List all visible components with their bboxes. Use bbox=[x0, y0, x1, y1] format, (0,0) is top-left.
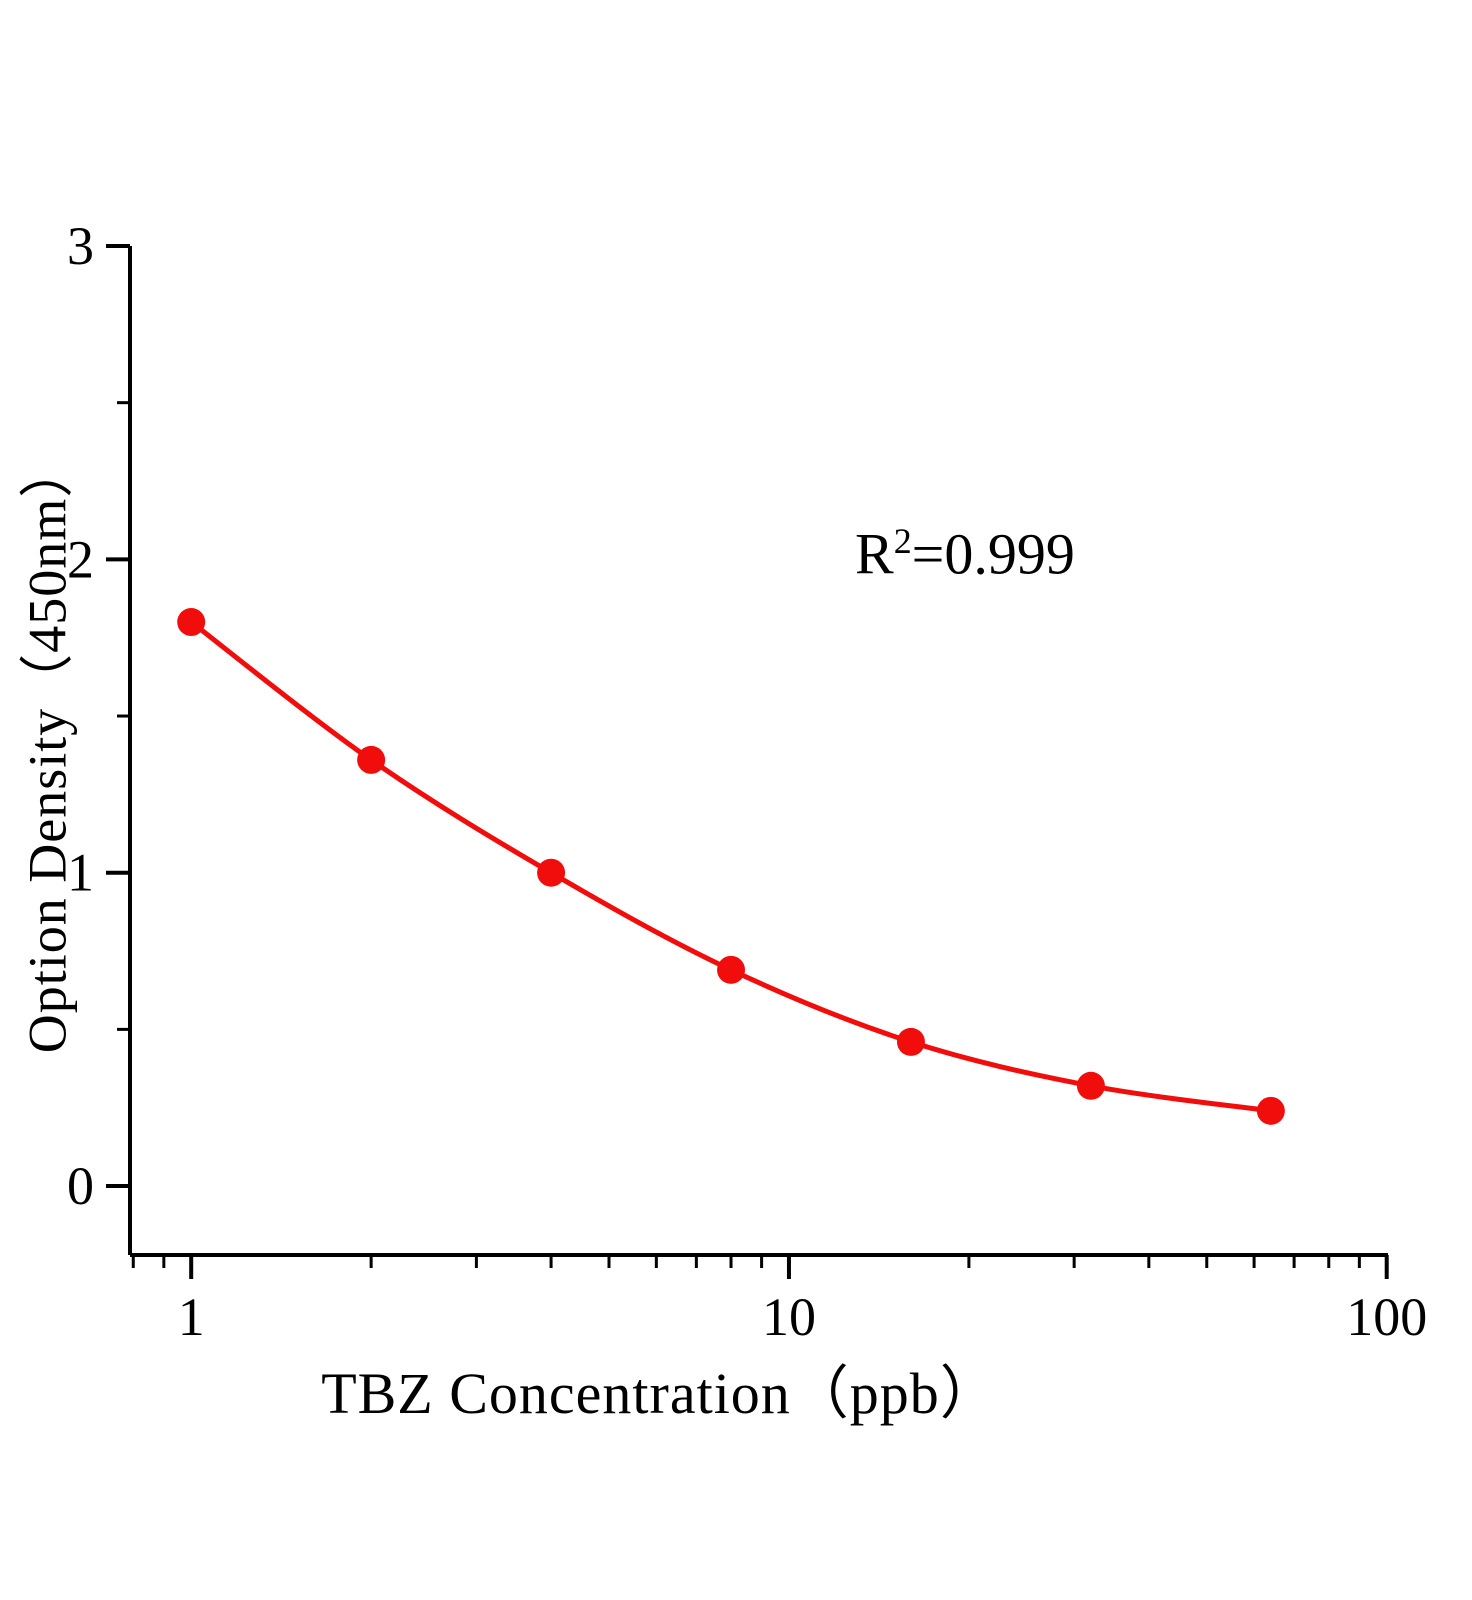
y-tick-label: 3 bbox=[67, 216, 94, 276]
y-tick-label: 0 bbox=[67, 1156, 94, 1216]
data-point bbox=[177, 608, 206, 637]
data-point bbox=[537, 858, 566, 887]
x-tick-label: 100 bbox=[1346, 1287, 1427, 1347]
fit-curve bbox=[188, 619, 1274, 1114]
data-point bbox=[717, 955, 746, 984]
annotation-value: =0.999 bbox=[911, 521, 1075, 587]
r-squared-annotation: R2=0.999 bbox=[855, 520, 1075, 587]
data-point bbox=[896, 1027, 925, 1056]
y-tick-label: 1 bbox=[67, 843, 94, 903]
annotation-base: R bbox=[855, 521, 894, 587]
y-axis-title: Option Density（450nm） bbox=[17, 442, 78, 1054]
x-axis-title: TBZ Concentration（ppb） bbox=[321, 1361, 999, 1426]
data-point bbox=[1076, 1071, 1105, 1100]
x-tick-label: 1 bbox=[178, 1287, 205, 1347]
y-tick-label: 2 bbox=[67, 529, 94, 589]
x-tick-label: 10 bbox=[762, 1287, 816, 1347]
annotation-superscript: 2 bbox=[893, 521, 912, 561]
data-point bbox=[357, 745, 386, 774]
data-point bbox=[1256, 1096, 1285, 1125]
